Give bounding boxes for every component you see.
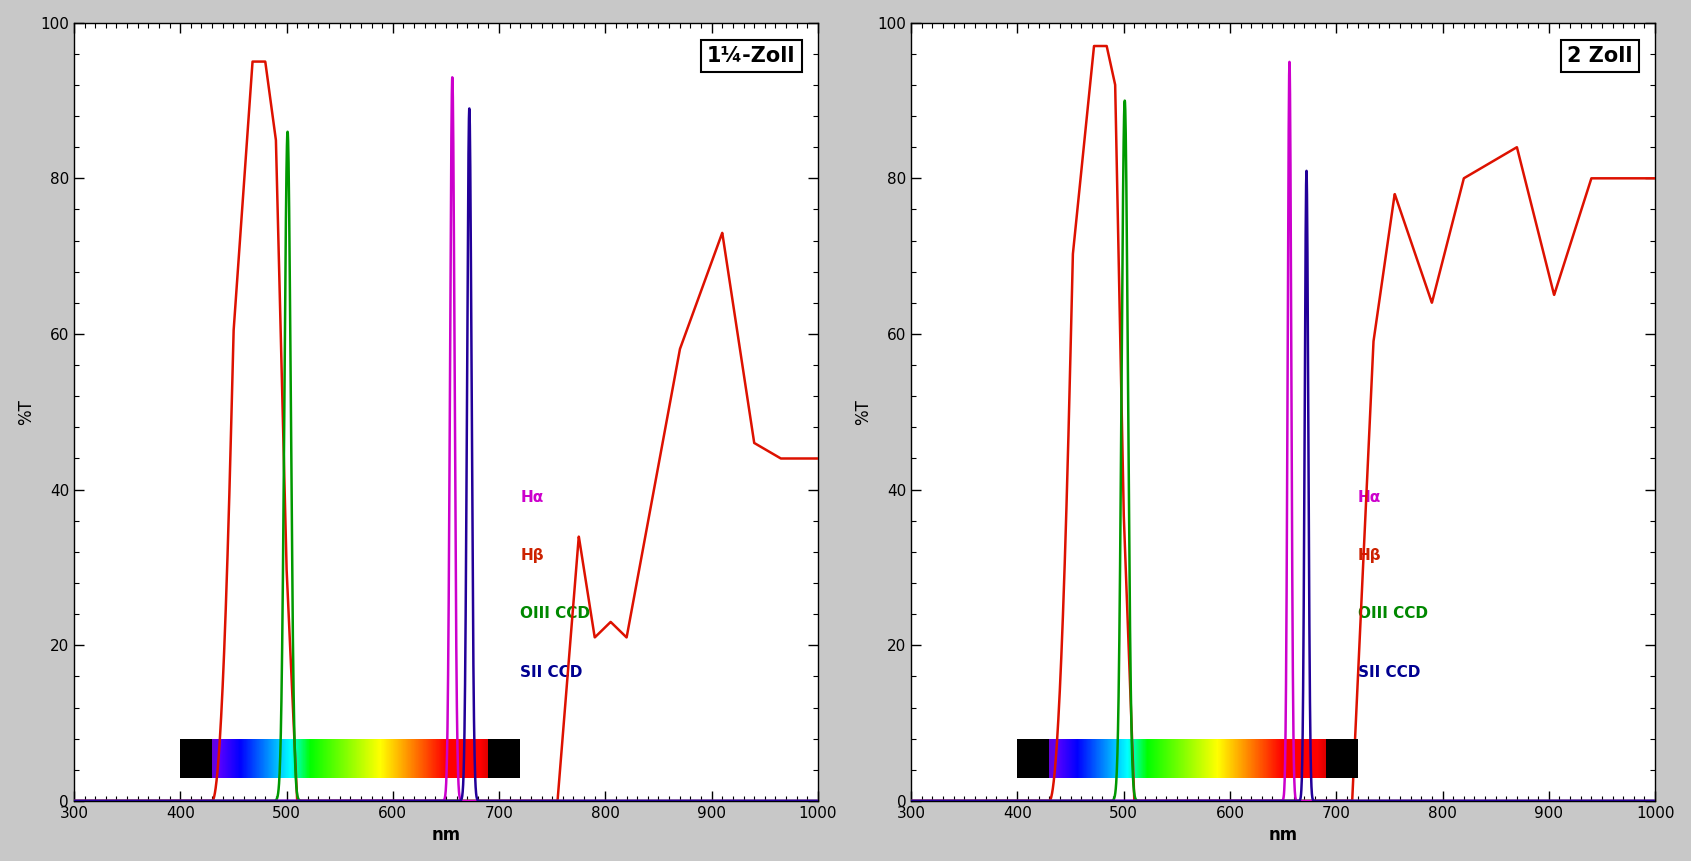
Text: SII CCD: SII CCD (1358, 665, 1420, 679)
Text: SII CCD: SII CCD (521, 665, 583, 679)
Bar (181, 739, 211, 777)
Y-axis label: %T: %T (17, 399, 36, 424)
Text: 1¼-Zoll: 1¼-Zoll (707, 46, 795, 66)
Bar (1018, 739, 1050, 777)
Text: Hα: Hα (521, 490, 543, 505)
Bar (1326, 739, 1358, 777)
Bar (181, 739, 521, 777)
Text: Hβ: Hβ (521, 548, 545, 563)
Text: Hβ: Hβ (1358, 548, 1382, 563)
Text: 2 Zoll: 2 Zoll (1568, 46, 1634, 66)
Bar (489, 739, 521, 777)
Text: Hα: Hα (1358, 490, 1382, 505)
Bar (1018, 739, 1358, 777)
Text: OIII CCD: OIII CCD (521, 606, 590, 622)
X-axis label: nm: nm (431, 827, 460, 845)
Y-axis label: %T: %T (854, 399, 873, 424)
Text: OIII CCD: OIII CCD (1358, 606, 1427, 622)
X-axis label: nm: nm (1268, 827, 1297, 845)
